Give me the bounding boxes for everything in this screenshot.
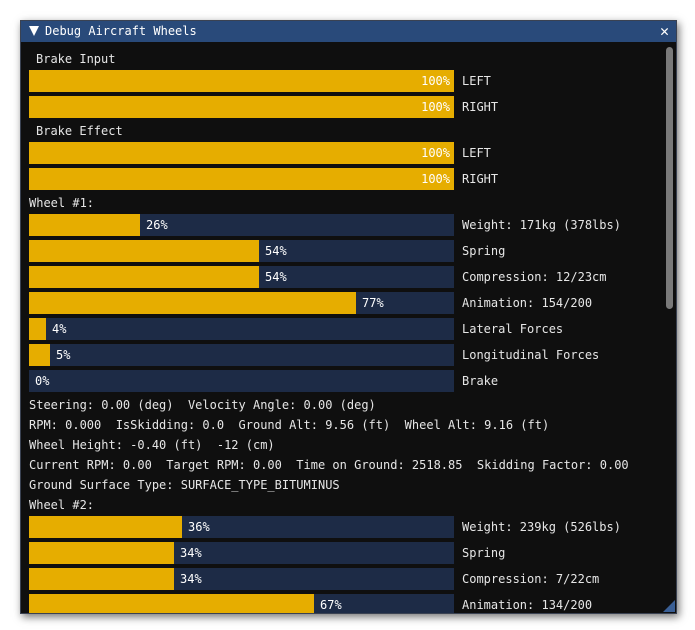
wheel2-compression-fill [29, 568, 174, 590]
brake-input-left-label: LEFT [462, 74, 491, 88]
title-bar[interactable]: Debug Aircraft Wheels ✕ [21, 21, 676, 42]
brake-input-left-percent: 100% [421, 74, 450, 88]
wheel1-surface-info: Ground Surface Type: SURFACE_TYPE_BITUMI… [29, 478, 340, 492]
wheel1-compression-fill [29, 266, 259, 288]
wheel2-spring-percent: 34% [180, 546, 202, 560]
wheel2-animation-row: 67% Animation: 134/200 [29, 594, 659, 613]
brake-effect-right-label: RIGHT [462, 172, 499, 186]
wheel1-animation-percent: 77% [362, 296, 384, 310]
wheel1-lateral-forces-fill [29, 318, 46, 340]
wheel2-compression-row: 34% Compression: 7/22cm [29, 568, 659, 590]
wheel1-compression-progress-bar: 54% [29, 266, 454, 288]
wheel1-spring-label: Spring [462, 244, 506, 258]
brake-input-right-label: RIGHT [462, 100, 499, 114]
wheel1-animation-progress-bar: 77% [29, 292, 454, 314]
wheel1-compression-row: 54% Compression: 12/23cm [29, 266, 659, 288]
brake-input-right-row: 100% RIGHT [29, 96, 659, 118]
wheel1-compression-label: Compression: 12/23cm [462, 270, 607, 284]
close-icon[interactable]: ✕ [659, 22, 669, 40]
wheel2-spring-row: 34% Spring [29, 542, 659, 564]
wheel1-steering-info: Steering: 0.00 (deg) Velocity Angle: 0.0… [29, 398, 376, 412]
window-content[interactable]: Brake Input 100% LEFT 100% RIGHT Brake Effect… [29, 42, 659, 613]
debug-window: Debug Aircraft Wheels ✕ Brake Input 100% L… [20, 20, 677, 614]
wheel1-animation-label: Animation: 154/200 [462, 296, 593, 310]
brake-effect-right-row: 100% RIGHT [29, 168, 659, 190]
wheel2-weight-progress-bar: 36% [29, 516, 454, 538]
brake-effect-left-percent: 100% [421, 146, 450, 160]
brake-effect-left-progress-bar: 100% [29, 142, 454, 164]
wheel1-brake-percent: 0% [35, 374, 50, 388]
wheel2-spring-fill [29, 542, 174, 564]
wheel1-spring-row: 54% Spring [29, 240, 659, 262]
brake-input-right-fill [29, 96, 454, 118]
wheel1-height-info: Wheel Height: -0.40 (ft) -12 (cm) [29, 438, 275, 452]
wheel1-longitudinal-forces-progress-bar: 5% [29, 344, 454, 366]
wheel2-animation-progress-bar: 67% [29, 594, 454, 613]
wheel1-ground-info: Current RPM: 0.00 Target RPM: 0.00 Time … [29, 458, 629, 472]
scrollbar-thumb[interactable] [666, 47, 673, 309]
brake-effect-right-fill [29, 168, 454, 190]
wheel1-longitudinal-forces-percent: 5% [56, 348, 71, 362]
brake-input-right-progress-bar: 100% [29, 96, 454, 118]
wheel1-brake-progress-bar: 0% [29, 370, 454, 392]
wheel2-animation-label: Animation: 134/200 [462, 598, 593, 612]
wheel1-longitudinal-forces-label: Longitudinal Forces [462, 348, 600, 362]
brake-input-left-row: 100% LEFT [29, 70, 659, 92]
wheel2-animation-percent: 67% [320, 598, 342, 612]
wheel1-animation-fill [29, 292, 356, 314]
wheel1-brake-label: Brake [462, 374, 499, 388]
wheel1-lateral-forces-percent: 4% [52, 322, 67, 336]
wheel1-longitudinal-forces-fill [29, 344, 50, 366]
wheel1-spring-percent: 54% [265, 244, 287, 258]
window-title: Debug Aircraft Wheels [45, 24, 197, 38]
wheel1-weight-label: Weight: 171kg (378lbs) [462, 218, 621, 232]
brake-input-left-fill [29, 70, 454, 92]
brake-input-right-percent: 100% [421, 100, 450, 114]
brake-effect-left-row: 100% LEFT [29, 142, 659, 164]
wheel1-heading: Wheel #1: [29, 196, 95, 210]
brake-effect-right-percent: 100% [421, 172, 450, 186]
brake-effect-left-fill [29, 142, 454, 164]
wheel2-compression-label: Compression: 7/22cm [462, 572, 600, 586]
wheel1-animation-row: 77% Animation: 154/200 [29, 292, 659, 314]
brake-effect-right-progress-bar: 100% [29, 168, 454, 190]
wheel1-brake-row: 0% Brake [29, 370, 659, 392]
wheel1-spring-progress-bar: 54% [29, 240, 454, 262]
wheel1-lateral-forces-progress-bar: 4% [29, 318, 454, 340]
wheel1-weight-percent: 26% [146, 218, 168, 232]
wheel1-weight-fill [29, 214, 140, 236]
collapse-arrow-icon[interactable] [29, 26, 39, 36]
wheel2-spring-label: Spring [462, 546, 506, 560]
wheel2-compression-percent: 34% [180, 572, 202, 586]
wheel2-heading: Wheel #2: [29, 498, 95, 512]
wheel2-animation-fill [29, 594, 314, 613]
wheel1-compression-percent: 54% [265, 270, 287, 284]
brake-input-heading: Brake Input [36, 52, 116, 66]
resize-grip[interactable] [663, 600, 675, 612]
wheel1-lateral-forces-row: 4% Lateral Forces [29, 318, 659, 340]
wheel2-weight-row: 36% Weight: 239kg (526lbs) [29, 516, 659, 538]
wheel2-spring-progress-bar: 34% [29, 542, 454, 564]
brake-effect-left-label: LEFT [462, 146, 491, 160]
brake-effect-heading: Brake Effect [36, 124, 123, 138]
brake-input-left-progress-bar: 100% [29, 70, 454, 92]
wheel2-weight-percent: 36% [188, 520, 210, 534]
wheel1-longitudinal-forces-row: 5% Longitudinal Forces [29, 344, 659, 366]
wheel1-weight-row: 26% Weight: 171kg (378lbs) [29, 214, 659, 236]
wheel1-lateral-forces-label: Lateral Forces [462, 322, 564, 336]
wheel2-weight-fill [29, 516, 182, 538]
wheel2-weight-label: Weight: 239kg (526lbs) [462, 520, 621, 534]
wheel1-spring-fill [29, 240, 259, 262]
wheel1-rpm-info: RPM: 0.000 IsSkidding: 0.0 Ground Alt: 9… [29, 418, 550, 432]
wheel1-weight-progress-bar: 26% [29, 214, 454, 236]
wheel2-compression-progress-bar: 34% [29, 568, 454, 590]
